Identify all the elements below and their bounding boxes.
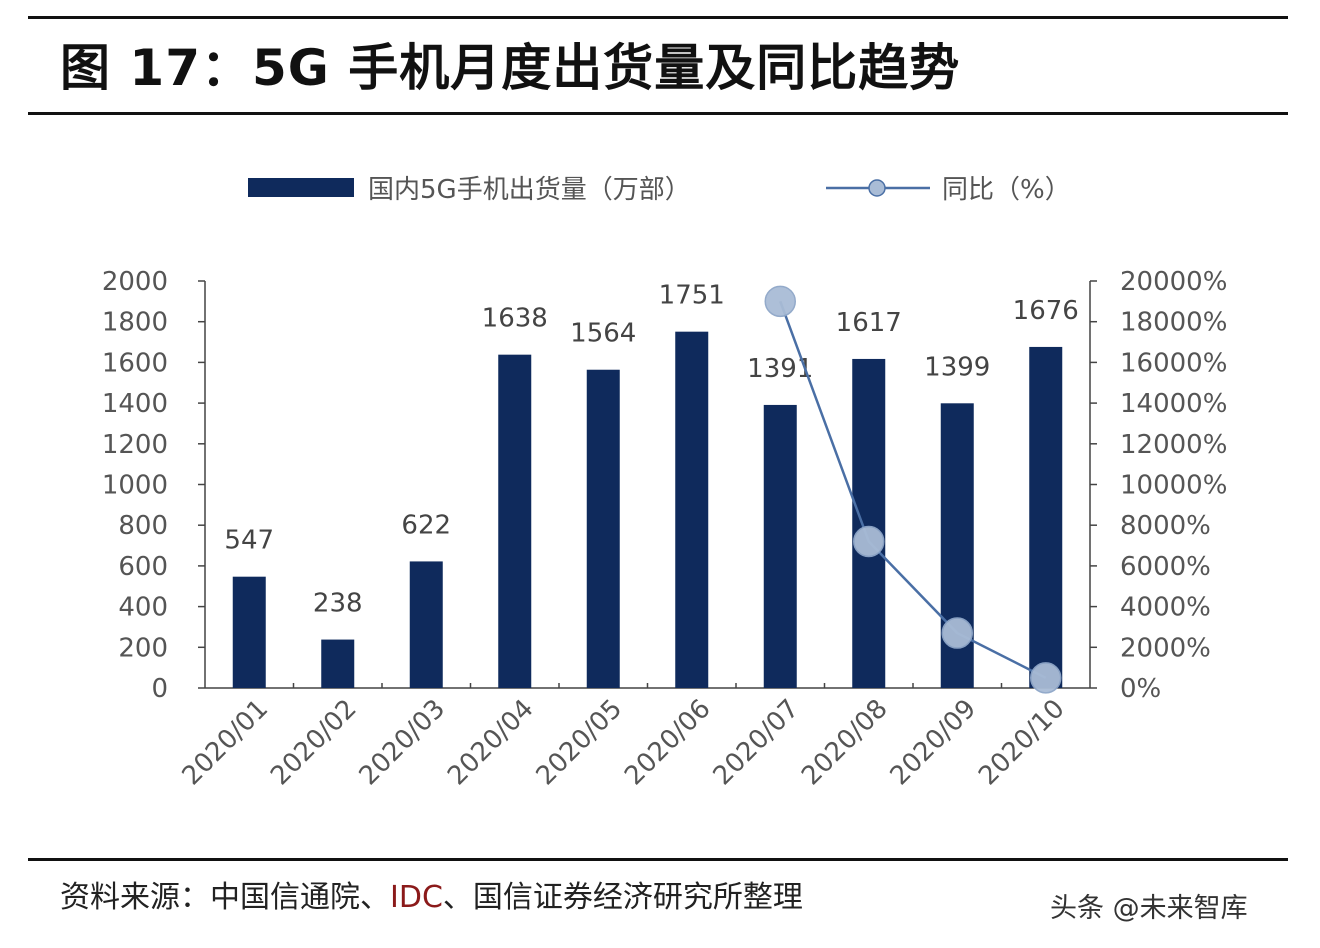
legend-label-line: 同比（%） [942, 175, 1071, 205]
bar [321, 639, 355, 688]
source-note: 资料来源：中国信通院、IDC、国信证券经济研究所整理 [60, 872, 803, 916]
line-series [764, 285, 1062, 694]
y-left-tick-label: 1000 [102, 471, 168, 501]
y-right-tick-label: 2000% [1120, 633, 1211, 663]
line-point [941, 617, 973, 649]
bar [498, 354, 532, 688]
top-rule [28, 16, 1288, 19]
y-right-tick-label: 4000% [1120, 593, 1211, 623]
y-axis-right: 0% 2000% 4000% 6000% 8000% 10000% 12000% 14000%… [1089, 267, 1227, 704]
x-axis: 2020/012020/022020/032020/042020/052020/… [177, 683, 1090, 791]
line-point [853, 525, 885, 558]
y-left-tick-label: 1200 [102, 430, 168, 460]
y-right-tick-label: 6000% [1120, 552, 1211, 582]
source-highlight: IDC [390, 880, 443, 915]
x-tick-label: 2020/02 [265, 694, 363, 792]
bar [232, 576, 266, 688]
x-tick-label: 2020/09 [885, 694, 983, 792]
y-right-tick-label: 20000% [1120, 267, 1227, 297]
data-label: 1676 [1013, 296, 1079, 326]
source-suffix: 、国信证券经济研究所整理 [442, 880, 803, 915]
bar [586, 369, 620, 688]
y-right-tick-label: 18000% [1120, 308, 1227, 338]
y-left-tick-label: 0 [151, 674, 168, 704]
line-point [764, 285, 796, 318]
legend-label-bars: 国内5G手机出货量（万部） [368, 175, 691, 205]
y-left-tick-label: 2000 [102, 267, 168, 297]
legend-swatch-marker [868, 179, 886, 197]
data-label: 1638 [482, 304, 548, 334]
data-label: 1617 [836, 308, 902, 338]
y-right-tick-label: 10000% [1120, 471, 1227, 501]
bar-series [232, 331, 1063, 688]
data-label: 1399 [924, 352, 990, 382]
y-right-tick-label: 12000% [1120, 430, 1227, 460]
y-right-tick-label: 14000% [1120, 389, 1227, 419]
x-tick-label: 2020/10 [973, 694, 1071, 792]
data-label: 1751 [659, 281, 725, 311]
legend-swatch-bars [248, 178, 354, 197]
y-left-tick-label: 1400 [102, 389, 168, 419]
y-axis-left: 0 200 400 600 800 1000 1200 1400 1600 1800 2000 [102, 267, 206, 704]
data-label: 1391 [747, 354, 813, 384]
y-left-tick-label: 200 [118, 633, 168, 663]
source-prefix: 资料来源：中国信通院、 [60, 880, 390, 915]
bar [409, 561, 443, 688]
data-label: 622 [401, 510, 451, 540]
x-tick-label: 2020/04 [442, 694, 540, 792]
x-tick-label: 2020/03 [354, 694, 452, 792]
data-label: 238 [313, 589, 363, 619]
bar [1029, 346, 1063, 688]
bar [763, 404, 797, 688]
title-rule [28, 112, 1288, 115]
y-right-tick-label: 8000% [1120, 511, 1211, 541]
page-title: 图 17：5G 手机月度出货量及同比趋势 [60, 39, 961, 97]
line-point [1030, 662, 1062, 694]
data-label: 547 [224, 526, 274, 556]
x-tick-label: 2020/06 [619, 694, 717, 792]
source-rule [28, 858, 1288, 861]
y-right-tick-label: 0% [1120, 674, 1161, 704]
line-path [779, 300, 1047, 679]
watermark: 头条 @未来智库 [1050, 893, 1248, 924]
chart-legend: 国内5G手机出货量（万部） 同比（%） [248, 175, 1071, 205]
y-left-tick-label: 400 [118, 593, 168, 623]
bar [675, 331, 709, 688]
y-left-tick-label: 1600 [102, 348, 168, 378]
y-left-tick-label: 1800 [102, 308, 168, 338]
x-tick-label: 2020/01 [177, 694, 275, 792]
x-tick-label: 2020/05 [531, 694, 629, 792]
data-label: 1564 [570, 319, 636, 349]
y-left-tick-label: 600 [118, 552, 168, 582]
data-labels: 547 238 622 1638 1564 1751 1391 1617 1399 1676 [224, 281, 1078, 619]
x-tick-label: 2020/07 [708, 694, 806, 792]
y-right-tick-label: 16000% [1120, 348, 1227, 378]
y-left-tick-label: 800 [118, 511, 168, 541]
x-tick-label: 2020/08 [796, 694, 894, 792]
bar [852, 358, 886, 688]
